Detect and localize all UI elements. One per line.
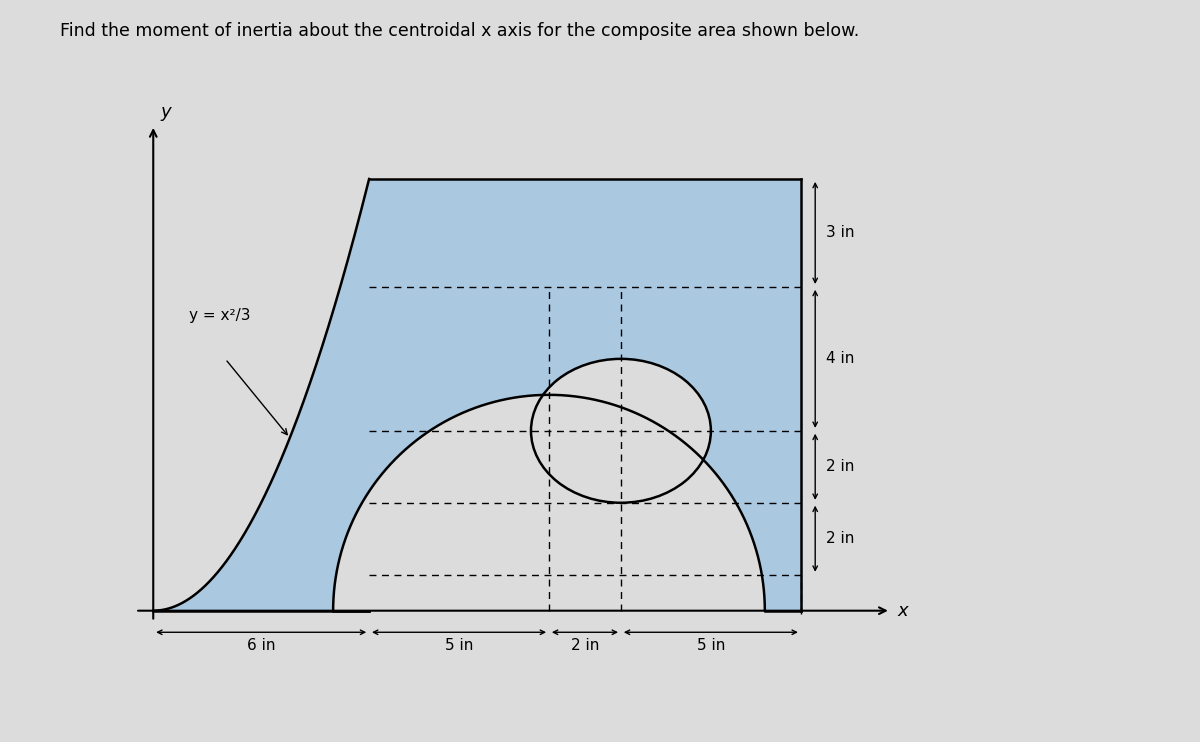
Text: 5 in: 5 in: [697, 637, 725, 653]
Text: y: y: [161, 103, 172, 122]
Text: x: x: [898, 602, 908, 620]
Polygon shape: [334, 395, 764, 611]
Text: 2 in: 2 in: [826, 531, 854, 546]
Bar: [370, 179, 800, 611]
Text: 2 in: 2 in: [826, 459, 854, 474]
Ellipse shape: [530, 359, 710, 503]
Text: y = x²/3: y = x²/3: [190, 308, 251, 324]
Text: 3 in: 3 in: [826, 226, 854, 240]
Circle shape: [334, 395, 764, 742]
Text: 6 in: 6 in: [247, 637, 276, 653]
Text: 2 in: 2 in: [571, 637, 599, 653]
Text: 5 in: 5 in: [445, 637, 473, 653]
Text: 4 in: 4 in: [826, 352, 854, 367]
Text: Find the moment of inertia about the centroidal x axis for the composite area sh: Find the moment of inertia about the cen…: [60, 22, 859, 40]
